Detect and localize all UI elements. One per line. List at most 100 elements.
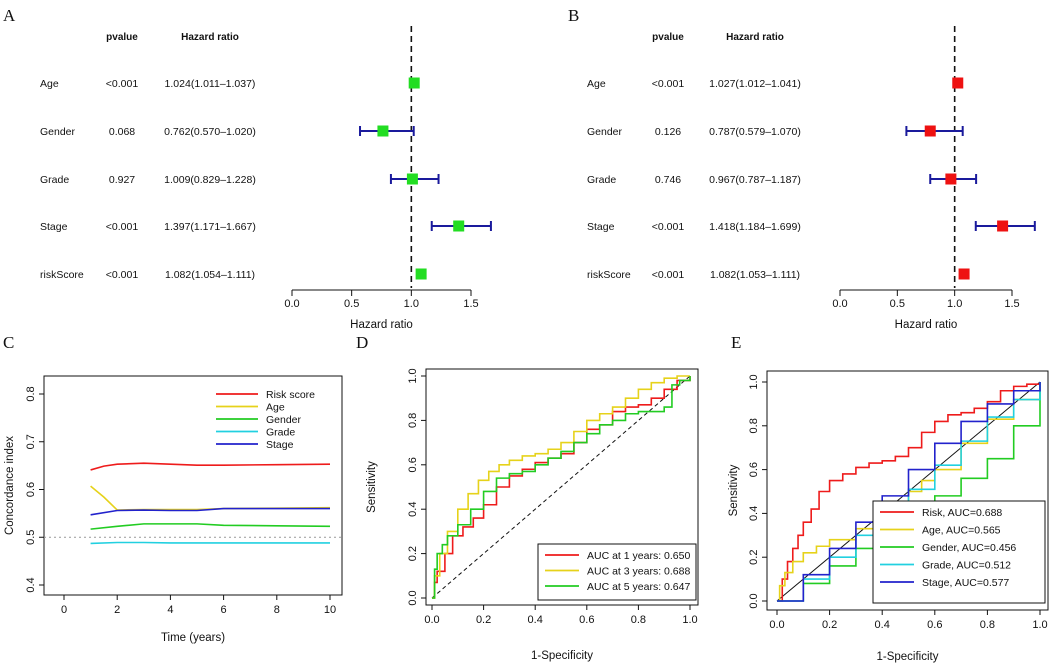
- hr-text-gender: 0.787(0.579–1.070): [709, 126, 801, 138]
- panel-letter: B: [568, 6, 579, 25]
- row-label-riskscore: riskScore: [587, 269, 631, 281]
- hr-marker-gender: [924, 125, 936, 137]
- pvalue-grade: 0.927: [109, 174, 135, 186]
- y-tick-label: 0.8: [407, 413, 419, 428]
- legend: AUC at 1 years: 0.650 AUC at 3 years: 0.6…: [537, 543, 697, 601]
- x-tick-label: 0.8: [980, 619, 995, 631]
- plot-frame: [766, 370, 1049, 611]
- x-axis-label: Hazard ratio: [895, 319, 958, 331]
- diagonal-reference-line: [431, 375, 691, 599]
- hr-text-grade: 1.009(0.829–1.228): [164, 174, 256, 186]
- legend-label-stage: Stage: [266, 439, 294, 451]
- x-tick-label: 0.0: [832, 298, 847, 310]
- hr-text-age: 1.027(1.012–1.041): [709, 78, 801, 90]
- legend-box: [872, 500, 1046, 604]
- pvalue-header: pvalue: [652, 32, 684, 43]
- legend: Risk, AUC=0.688 Age, AUC=0.565 Gender, AUC…: [872, 500, 1046, 604]
- panel-d-roc-time-plot: D 0.0 0.2 0.4 0.6 0.8 1.0 0.0 0.2 0.4 0.6 0.8 1.0 1-S…: [356, 333, 699, 662]
- series-line-age: [90, 485, 331, 511]
- x-tick-label: 0: [61, 604, 67, 616]
- x-tick-label: 10: [324, 604, 336, 616]
- x-tick-label: 1.0: [1032, 619, 1047, 631]
- y-tick-label: 0.7: [25, 434, 37, 449]
- y-tick-label: 1.0: [407, 368, 419, 383]
- x-tick-label: 0.2: [822, 619, 837, 631]
- row-label-age: Age: [40, 78, 59, 90]
- legend-label-auc-at-5-years-0-647: AUC at 5 years: 0.647: [587, 581, 690, 593]
- pvalue-gender: 0.068: [109, 126, 135, 138]
- x-tick-label: 1.5: [1004, 298, 1019, 310]
- series-line-grade: [90, 541, 330, 545]
- pvalue-riskscore: <0.001: [106, 269, 139, 281]
- y-axis-label: Sensitivity: [728, 464, 740, 516]
- hazard-ratio-header: Hazard ratio: [181, 32, 239, 43]
- y-tick-label: 0.4: [25, 577, 37, 592]
- x-tick-label: 1.0: [947, 298, 962, 310]
- hr-text-stage: 1.397(1.171–1.667): [164, 221, 256, 233]
- x-tick-label: 0.4: [528, 614, 543, 626]
- plot-frame: [43, 375, 343, 596]
- series-line-auc-at-5-years-0-647: [432, 376, 691, 599]
- hr-marker-grade: [945, 173, 957, 185]
- row-label-gender: Gender: [40, 126, 76, 138]
- x-tick-label: 1.0: [404, 298, 419, 310]
- y-tick-label: 1.0: [748, 374, 760, 389]
- pvalue-riskscore: <0.001: [652, 269, 685, 281]
- hr-text-stage: 1.418(1.184–1.699): [709, 221, 801, 233]
- row-label-gender: Gender: [587, 126, 623, 138]
- pvalue-stage: <0.001: [106, 221, 139, 233]
- plot-frame: [425, 368, 699, 606]
- series-line-gender: [90, 523, 331, 530]
- hr-text-riskscore: 1.082(1.054–1.111): [165, 269, 255, 281]
- hr-text-riskscore: 1.082(1.053–1.111): [710, 269, 800, 281]
- x-tick-label: 4: [167, 604, 173, 616]
- y-tick-label: 0.8: [748, 418, 760, 433]
- hr-text-gender: 0.762(0.570–1.020): [164, 126, 256, 138]
- pvalue-header: pvalue: [106, 32, 138, 43]
- y-tick-label: 0.4: [407, 502, 419, 517]
- panel-c-concordance-plot: C 0 2 4 6 8 10 0.4 0.5 0.6 0.7 0.8 Time (years) Conco…: [3, 333, 343, 644]
- x-axis-label: 1-Specificity: [531, 650, 593, 662]
- hr-text-age: 1.024(1.011–1.037): [165, 78, 256, 90]
- legend-label-gender: Gender: [266, 414, 302, 426]
- y-tick-label: 0.2: [407, 546, 419, 561]
- y-tick-label: 0.8: [25, 386, 37, 401]
- y-tick-label: 0.0: [407, 590, 419, 605]
- y-tick-label: 0.6: [25, 482, 37, 497]
- hr-marker-stage: [453, 220, 465, 232]
- legend-label-gender-auc-0-456: Gender, AUC=0.456: [922, 542, 1016, 554]
- y-axis-label: Sensitivity: [366, 461, 378, 513]
- x-tick-label: 1.5: [463, 298, 478, 310]
- row-label-stage: Stage: [587, 221, 615, 233]
- legend-label-grade: Grade: [266, 427, 295, 439]
- x-axis-label: Time (years): [161, 632, 225, 644]
- x-tick-label: 2: [114, 604, 120, 616]
- x-tick-label: 0.5: [344, 298, 359, 310]
- row-label-riskscore: riskScore: [40, 269, 84, 281]
- pvalue-age: <0.001: [106, 78, 139, 90]
- row-label-age: Age: [587, 78, 606, 90]
- hr-marker-stage: [997, 220, 1009, 232]
- pvalue-age: <0.001: [652, 78, 685, 90]
- y-tick-label: 0.4: [748, 506, 760, 521]
- series-line-auc-at-3-years-0-688: [432, 375, 690, 599]
- x-tick-label: 0.5: [890, 298, 905, 310]
- x-tick-label: 8: [274, 604, 280, 616]
- x-tick-label: 0.2: [476, 614, 491, 626]
- hr-marker-riskscore: [958, 268, 970, 280]
- hazard-ratio-header: Hazard ratio: [726, 32, 784, 43]
- row-label-grade: Grade: [40, 174, 69, 186]
- hr-text-grade: 0.967(0.787–1.187): [709, 174, 801, 186]
- row-label-stage: Stage: [40, 221, 68, 233]
- legend-label-age-auc-0-565: Age, AUC=0.565: [922, 525, 1001, 537]
- x-axis-label: 1-Specificity: [877, 651, 939, 663]
- hr-marker-gender: [377, 125, 389, 137]
- pvalue-stage: <0.001: [652, 221, 685, 233]
- hr-marker-riskscore: [415, 268, 427, 280]
- x-tick-label: 6: [221, 604, 227, 616]
- panel-letter: E: [731, 333, 741, 352]
- y-tick-label: 0.5: [25, 530, 37, 545]
